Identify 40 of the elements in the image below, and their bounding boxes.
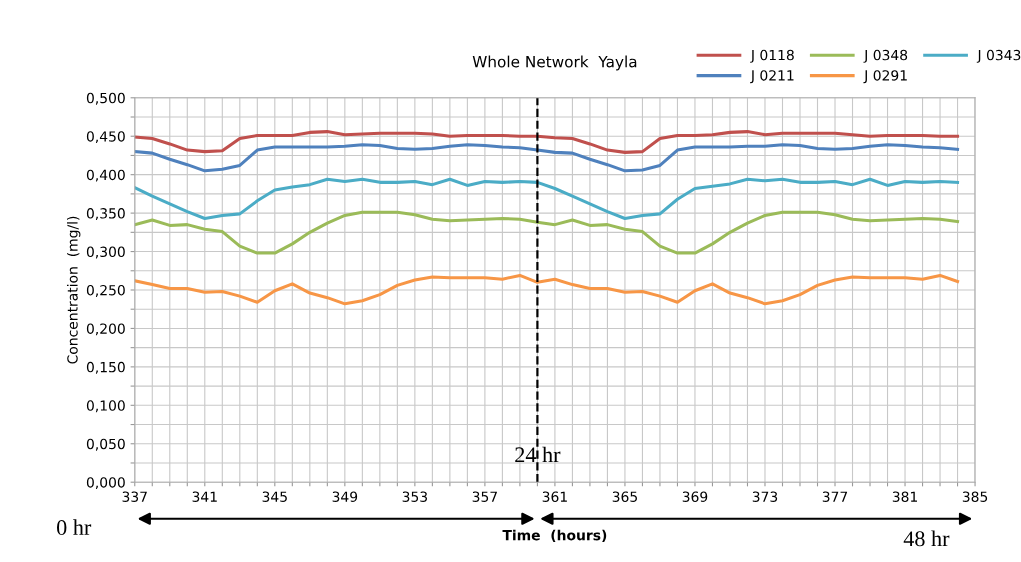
x-axis-title: Time (hours) xyxy=(502,529,607,543)
x-tick-label: 357 xyxy=(472,491,497,502)
text: 48 hr xyxy=(903,530,950,547)
x-tick-label: 381 xyxy=(892,491,917,502)
x-tick-label: 377 xyxy=(822,491,848,502)
line-series xyxy=(134,210,960,255)
line-series xyxy=(134,143,960,173)
y-tick-label: 0,400 xyxy=(86,169,125,182)
x-tick-label: 365 xyxy=(612,491,637,502)
x-tick-label: 345 xyxy=(262,491,287,502)
y-tick-label: 0,000 xyxy=(86,477,125,490)
x-tick-label: 341 xyxy=(192,491,217,502)
y-tick-label: 0,350 xyxy=(86,208,125,220)
text: 0 hr xyxy=(57,519,92,536)
ref-line-label: 24 hr xyxy=(515,446,561,463)
legend-label: J 0343 xyxy=(976,49,1021,63)
y-tick-label: 0,100 xyxy=(86,400,125,413)
x-tick-label: 385 xyxy=(962,491,988,502)
y-tick-label: 0,200 xyxy=(86,323,125,336)
x-tick-label: 349 xyxy=(332,491,358,502)
x-tick-label: 337 xyxy=(122,491,147,502)
y-tick-label: 0,300 xyxy=(86,246,125,259)
line-series xyxy=(134,130,960,154)
x-tick-label: 361 xyxy=(542,491,567,502)
legend-label: J 0118 xyxy=(750,49,794,63)
y-tick-label: 0,250 xyxy=(86,284,125,297)
x-tick-label: 353 xyxy=(402,491,428,502)
legend-label: J 0348 xyxy=(863,49,908,63)
y-tick-label: 0,500 xyxy=(86,92,125,105)
y-axis-title: Concentration (mg/l) xyxy=(66,216,81,364)
x-tick-label: 373 xyxy=(752,491,778,502)
line-series xyxy=(134,273,960,306)
line-series xyxy=(134,177,960,221)
legend-label: J 0211 xyxy=(750,70,794,84)
chart-title: Whole Network Yayla xyxy=(472,55,637,71)
legend-label: J 0291 xyxy=(863,70,907,84)
y-tick-label: 0,050 xyxy=(86,438,125,451)
x-tick-label: 369 xyxy=(682,491,708,502)
y-tick-label: 0,150 xyxy=(86,361,125,374)
y-tick-label: 0,450 xyxy=(86,131,125,144)
